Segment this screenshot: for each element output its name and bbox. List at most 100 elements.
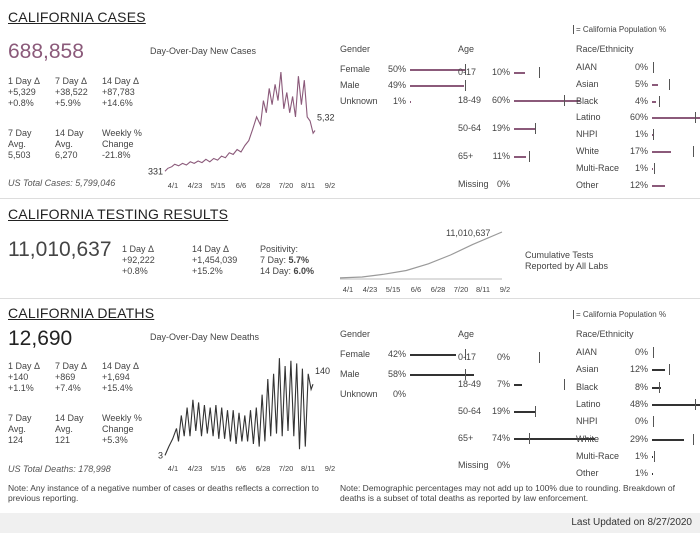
- race-population-marker: [692, 433, 694, 445]
- last-updated: Last Updated on 8/27/2020: [571, 517, 692, 528]
- age-pct: 0%: [496, 352, 510, 362]
- age-pct: 0%: [496, 179, 510, 189]
- age-pct: 10%: [491, 67, 510, 77]
- testing-legend: Cumulative Tests Reported by All Labs: [525, 250, 608, 272]
- cases-title: CALIFORNIA CASES: [8, 9, 146, 25]
- gender-label: Male: [340, 369, 360, 379]
- stat-value: +869: [55, 372, 76, 382]
- stat-label: 7 Day Δ: [55, 361, 88, 371]
- gender-label: Female: [340, 349, 371, 359]
- avg-label: Weekly %: [102, 413, 142, 423]
- race-population-marker: [653, 62, 655, 73]
- stat-pct: +1.1%: [8, 383, 34, 393]
- age-bar: [514, 384, 522, 386]
- series-end-label: 140: [315, 366, 330, 376]
- x-tick-label: 8/11: [301, 181, 315, 190]
- gender-bar: [410, 69, 465, 71]
- x-tick-label: 4/23: [188, 181, 203, 190]
- race-bar: [652, 473, 654, 476]
- race-bar: [652, 134, 654, 137]
- pop-marker-icon: [573, 25, 574, 35]
- race-row: AIAN 0%: [576, 62, 700, 76]
- race-pct: 0%: [634, 62, 648, 72]
- avg-value: 124: [8, 435, 24, 445]
- stat-label: 14 Day Δ: [102, 76, 140, 86]
- testing-series-line: [339, 231, 503, 279]
- stat-value: +87,783: [102, 87, 135, 97]
- race-row: NHPI 1%: [576, 129, 700, 143]
- stat-value: +5,329: [8, 87, 36, 97]
- gender-bar: [410, 354, 457, 356]
- age-population-marker: [539, 67, 541, 78]
- note-demographics: Note: Demographic percentages may not ad…: [340, 483, 676, 503]
- age-label: 0-17: [458, 67, 477, 77]
- gender-bar: [410, 374, 474, 376]
- race-population-marker: [692, 146, 694, 157]
- race-population-marker: [668, 364, 670, 376]
- age-pct: 11%: [492, 151, 510, 161]
- avg-label2: Avg.: [55, 424, 73, 434]
- race-population-marker: [654, 450, 656, 462]
- age-bar: [514, 411, 535, 413]
- race-row: Latino 60%: [576, 112, 700, 126]
- age-label: Missing: [458, 460, 489, 470]
- age-label: 65+: [458, 151, 474, 161]
- series-start-label: 3: [158, 450, 163, 460]
- cases-avg-14day: 14 Day Avg. 6,270: [55, 128, 84, 161]
- stat-pct: +14.6%: [102, 98, 133, 108]
- race-row: Black 4%: [576, 95, 700, 110]
- avg-label2: Avg.: [8, 139, 26, 149]
- avg-label: 7 Day: [8, 413, 32, 423]
- race-row: Other 1%: [576, 468, 700, 482]
- gender-population-marker: [465, 369, 466, 380]
- race-bar: [652, 369, 666, 372]
- age-row: 50-64 19%: [458, 406, 634, 420]
- cases-race-title: Race/Ethnicity: [576, 44, 634, 54]
- age-label: 50-64: [458, 123, 482, 133]
- x-tick-label: 4/23: [188, 464, 203, 473]
- race-label: AIAN: [576, 347, 598, 357]
- deaths-avg-7day: 7 Day Avg. 124: [8, 413, 32, 446]
- x-tick-label: 4/1: [168, 464, 178, 473]
- gender-label: Unknown: [340, 389, 378, 399]
- race-label: Other: [576, 468, 599, 479]
- age-bar: [514, 438, 596, 440]
- race-pct: 0%: [634, 416, 648, 427]
- stat-label: 14 Day Δ: [102, 361, 140, 371]
- age-row: 18-49 60%: [458, 95, 634, 109]
- cases-stat-1day: 1 Day Δ +5,329 +0.8%: [8, 76, 40, 109]
- race-row: White 29%: [576, 433, 700, 448]
- stat-label: 14 Day Δ: [192, 244, 230, 254]
- x-tick-label: 5/15: [386, 285, 401, 294]
- x-tick-label: 9/2: [325, 464, 335, 473]
- deaths-title: CALIFORNIA DEATHS: [8, 305, 155, 321]
- pos14-value: 6.0%: [293, 266, 315, 276]
- race-population-marker: [658, 95, 660, 107]
- avg-label: 7 Day: [8, 128, 32, 138]
- race-pct: 1%: [634, 129, 648, 140]
- gender-pct: 50%: [387, 64, 406, 74]
- stat-pct: +0.8%: [122, 266, 148, 276]
- gender-row: Unknown 1%: [340, 96, 530, 110]
- race-pct: 8%: [634, 381, 648, 392]
- race-pct: 1%: [634, 468, 648, 479]
- x-tick-label: 6/6: [236, 464, 246, 473]
- age-population-marker: [529, 151, 531, 162]
- race-row: Asian 5%: [576, 78, 700, 93]
- race-bar: [652, 403, 700, 406]
- testing-stat-1day: 1 Day Δ +92,222 +0.8%: [122, 244, 155, 277]
- age-population-marker: [563, 95, 565, 106]
- pop-legend-text: = California Population %: [576, 310, 667, 319]
- avg-value: 121: [55, 435, 71, 445]
- pop-marker-icon: [573, 310, 574, 320]
- avg-label2: Change: [102, 139, 134, 149]
- testing-title: CALIFORNIA TESTING RESULTS: [8, 206, 229, 222]
- stat-label: 1 Day Δ: [8, 361, 41, 371]
- race-population-marker: [653, 129, 655, 141]
- series-start-label: 331: [148, 166, 163, 176]
- gender-pct: 1%: [392, 96, 406, 106]
- divider: [0, 198, 700, 199]
- x-tick-label: 6/6: [411, 285, 421, 294]
- age-row: 0-17 0%: [458, 352, 634, 366]
- testing-total: 11,010,637: [8, 238, 112, 261]
